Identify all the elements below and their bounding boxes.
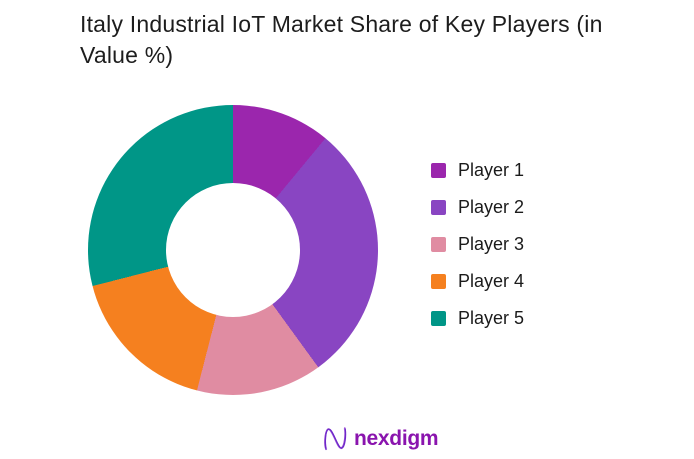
brand-logo: nexdigm [322, 424, 439, 453]
legend-label: Player 2 [458, 196, 525, 217]
legend-label: Player 4 [458, 270, 525, 291]
chart-title-line-2: Value %) [80, 42, 174, 68]
legend-item-1: Player 1 [431, 160, 524, 180]
legend-swatch-icon [431, 236, 446, 252]
donut-hole [166, 183, 300, 317]
legend-swatch-icon [431, 273, 446, 289]
legend-item-2: Player 2 [431, 197, 524, 217]
chart-title-line-1: Italy Industrial IoT Market Share of Key… [80, 11, 603, 37]
legend-label: Player 3 [458, 233, 525, 254]
legend-swatch-icon [431, 162, 446, 178]
legend-item-5: Player 5 [431, 308, 524, 328]
legend-label: Player 1 [458, 159, 525, 180]
legend-label: Player 5 [458, 307, 525, 328]
legend-swatch-icon [431, 199, 446, 215]
chart-title: Italy Industrial IoT Market Share of Key… [80, 9, 603, 71]
legend-item-4: Player 4 [431, 271, 524, 291]
brand-wordmark: nexdigm [354, 426, 439, 450]
legend: Player 1 Player 2 Player 3 Player 4 Player 5 [431, 160, 524, 345]
legend-swatch-icon [431, 310, 446, 326]
donut-chart [88, 105, 378, 395]
legend-item-3: Player 3 [431, 234, 524, 254]
nexdigm-wave-n-icon [324, 427, 347, 451]
